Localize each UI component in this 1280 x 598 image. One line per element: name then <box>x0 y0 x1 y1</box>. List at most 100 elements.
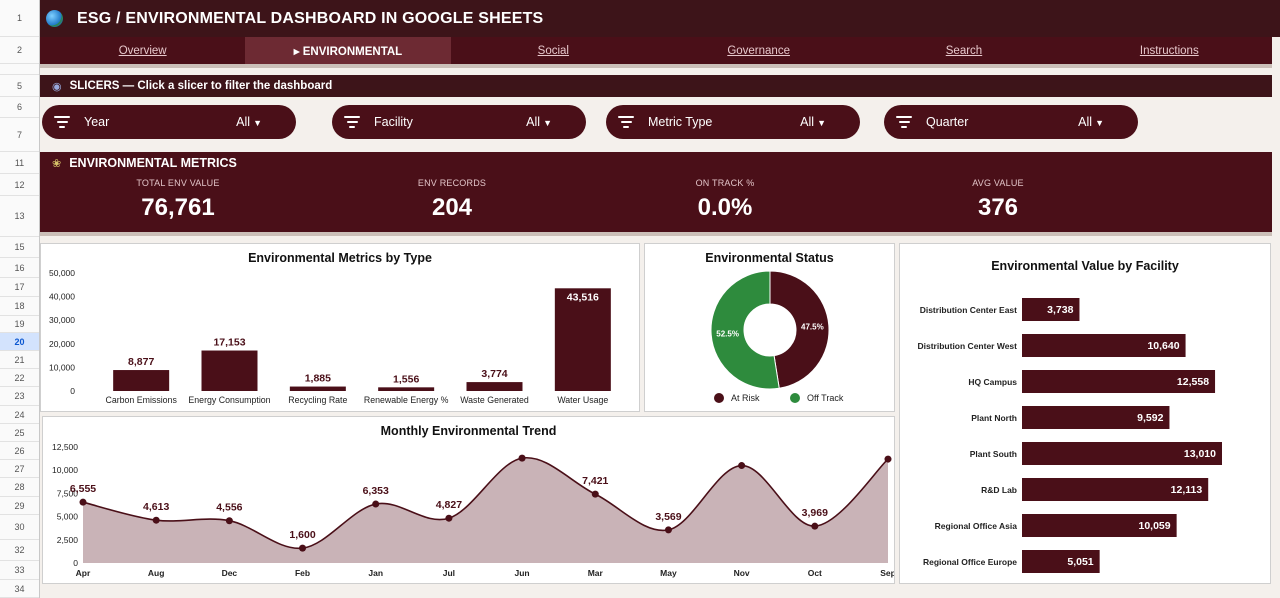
row-number[interactable] <box>0 64 39 75</box>
chart-value-by-facility[interactable]: Environmental Value by Facility Distribu… <box>899 243 1271 584</box>
x-tick-label: Jan <box>368 568 383 578</box>
pie-slice <box>769 270 830 389</box>
bar-value-label: 1,885 <box>305 373 331 385</box>
slicer-quarter[interactable]: Quarter All ▼ <box>884 105 1138 139</box>
globe-icon <box>46 10 63 27</box>
row-number[interactable]: 26 <box>0 442 39 460</box>
row-number[interactable]: 33 <box>0 561 39 580</box>
chart-title: Environmental Metrics by Type <box>248 251 432 265</box>
slicer-metric-type[interactable]: Metric Type All ▼ <box>606 105 860 139</box>
row-number[interactable]: 24 <box>0 406 39 424</box>
nav-instructions[interactable]: Instructions <box>1139 44 1199 57</box>
chart-monthly-trend[interactable]: Monthly Environmental Trend 12,500 10,000… <box>42 416 895 584</box>
y-tick-label: 20,000 <box>49 339 75 349</box>
kpi-env-records: ENV RECORDS 204 <box>342 178 562 222</box>
nav-overview[interactable]: Overview <box>118 44 167 57</box>
x-tick-label: Dec <box>222 568 238 578</box>
row-number[interactable]: 22 <box>0 369 39 387</box>
row-number[interactable]: 20 <box>0 333 39 351</box>
row-number[interactable]: 7 <box>0 118 39 152</box>
row-number[interactable]: 15 <box>0 237 39 258</box>
slicer-facility[interactable]: Facility All ▼ <box>332 105 586 139</box>
row-number[interactable]: 25 <box>0 424 39 442</box>
y-tick-label: 12,500 <box>52 442 78 452</box>
row-number[interactable]: 16 <box>0 258 39 278</box>
nav-search[interactable]: Search <box>945 44 983 57</box>
x-tick-label: Water Usage <box>557 395 608 405</box>
data-label: 1,600 <box>289 529 315 541</box>
data-point <box>225 517 233 525</box>
row-number[interactable]: 1 <box>0 0 39 37</box>
data-point <box>591 490 599 498</box>
bar-value-label: 8,877 <box>128 356 154 368</box>
caret-down-icon: ▼ <box>1095 118 1104 128</box>
chart-title: Monthly Environmental Trend <box>380 424 557 438</box>
chart-environmental-status[interactable]: Environmental Status 47.5% 52.5% At Risk Of… <box>644 243 895 412</box>
data-point <box>152 516 160 524</box>
y-tick-label: 10,000 <box>52 465 78 475</box>
nav-governance[interactable]: Governance <box>727 44 790 57</box>
row-number[interactable]: 30 <box>0 515 39 540</box>
nav-social[interactable]: Social <box>537 44 569 57</box>
row-number[interactable]: 21 <box>0 351 39 369</box>
legend-swatch <box>714 393 724 403</box>
nav-environmental[interactable]: ▸ ENVIRONMENTAL <box>245 37 451 64</box>
x-tick-label: Jun <box>515 568 530 578</box>
row-number[interactable]: 18 <box>0 297 39 316</box>
bar-value-label: 3,738 <box>1047 304 1073 316</box>
metrics-title: ENVIRONMENTAL METRICS <box>69 156 237 170</box>
slicer-value: All ▼ <box>1078 115 1104 129</box>
row-number[interactable]: 13 <box>0 196 39 237</box>
row-number[interactable]: 27 <box>0 460 39 478</box>
y-tick-label: 30,000 <box>49 315 75 325</box>
row-number[interactable]: 29 <box>0 497 39 515</box>
kpi-value: 204 <box>431 194 473 221</box>
bar-value-label: 13,010 <box>1184 448 1216 460</box>
nav-bar: Overview ▸ ENVIRONMENTAL Social Governan… <box>40 37 1272 64</box>
y-tick-label: 50,000 <box>49 268 75 278</box>
row-number[interactable]: 11 <box>0 152 39 174</box>
row-number[interactable]: 32 <box>0 540 39 561</box>
kpi-value: 76,761 <box>141 194 215 221</box>
row-number[interactable]: 6 <box>0 97 39 118</box>
y-tick-label: 2,500 <box>57 535 79 545</box>
row-number[interactable]: 2 <box>0 37 39 64</box>
data-point <box>738 462 746 470</box>
bar <box>1022 478 1209 501</box>
row-number[interactable]: 19 <box>0 316 39 333</box>
y-tick-label: 10,000 <box>49 362 75 372</box>
chart-metrics-by-type[interactable]: Environmental Metrics by Type 50,000 40,0… <box>40 243 640 412</box>
environmental-metrics-panel: ❀ ENVIRONMENTAL METRICS TOTAL ENV VALUE … <box>40 152 1272 236</box>
kpi-label: AVG VALUE <box>972 178 1024 188</box>
row-number[interactable]: 17 <box>0 278 39 297</box>
data-point <box>79 498 87 506</box>
row-number[interactable]: 12 <box>0 174 39 196</box>
y-tick-label: Distribution Center West <box>918 341 1018 351</box>
data-label: 4,613 <box>143 501 169 513</box>
data-point <box>884 455 892 463</box>
filter-icon <box>344 116 360 128</box>
bar <box>554 288 611 391</box>
data-label: 6,555 <box>70 483 96 495</box>
x-tick-label: Recycling Rate <box>288 395 347 405</box>
y-tick-label: Distribution Center East <box>920 305 1017 315</box>
bar-value-label: 10,640 <box>1147 340 1179 352</box>
x-tick-label: Carbon Emissions <box>105 395 177 405</box>
slice-value-label: 47.5% <box>801 323 824 332</box>
y-tick-label: Regional Office Europe <box>923 557 1017 567</box>
row-number[interactable]: 28 <box>0 478 39 497</box>
row-number[interactable]: 5 <box>0 75 39 97</box>
bar-value-label: 5,051 <box>1067 556 1093 568</box>
data-label: 7,421 <box>582 475 608 487</box>
data-point <box>811 522 819 530</box>
bar-value-label: 9,592 <box>1137 412 1163 424</box>
bar <box>1022 298 1080 321</box>
row-number[interactable]: 23 <box>0 387 39 406</box>
magnifier-icon: ◉ <box>52 80 62 93</box>
row-number[interactable]: 34 <box>0 580 39 598</box>
data-point <box>445 514 453 522</box>
bar <box>113 370 170 391</box>
slicer-year[interactable]: Year All ▼ <box>42 105 296 139</box>
filter-icon <box>618 116 634 128</box>
slicer-value: All ▼ <box>800 115 826 129</box>
